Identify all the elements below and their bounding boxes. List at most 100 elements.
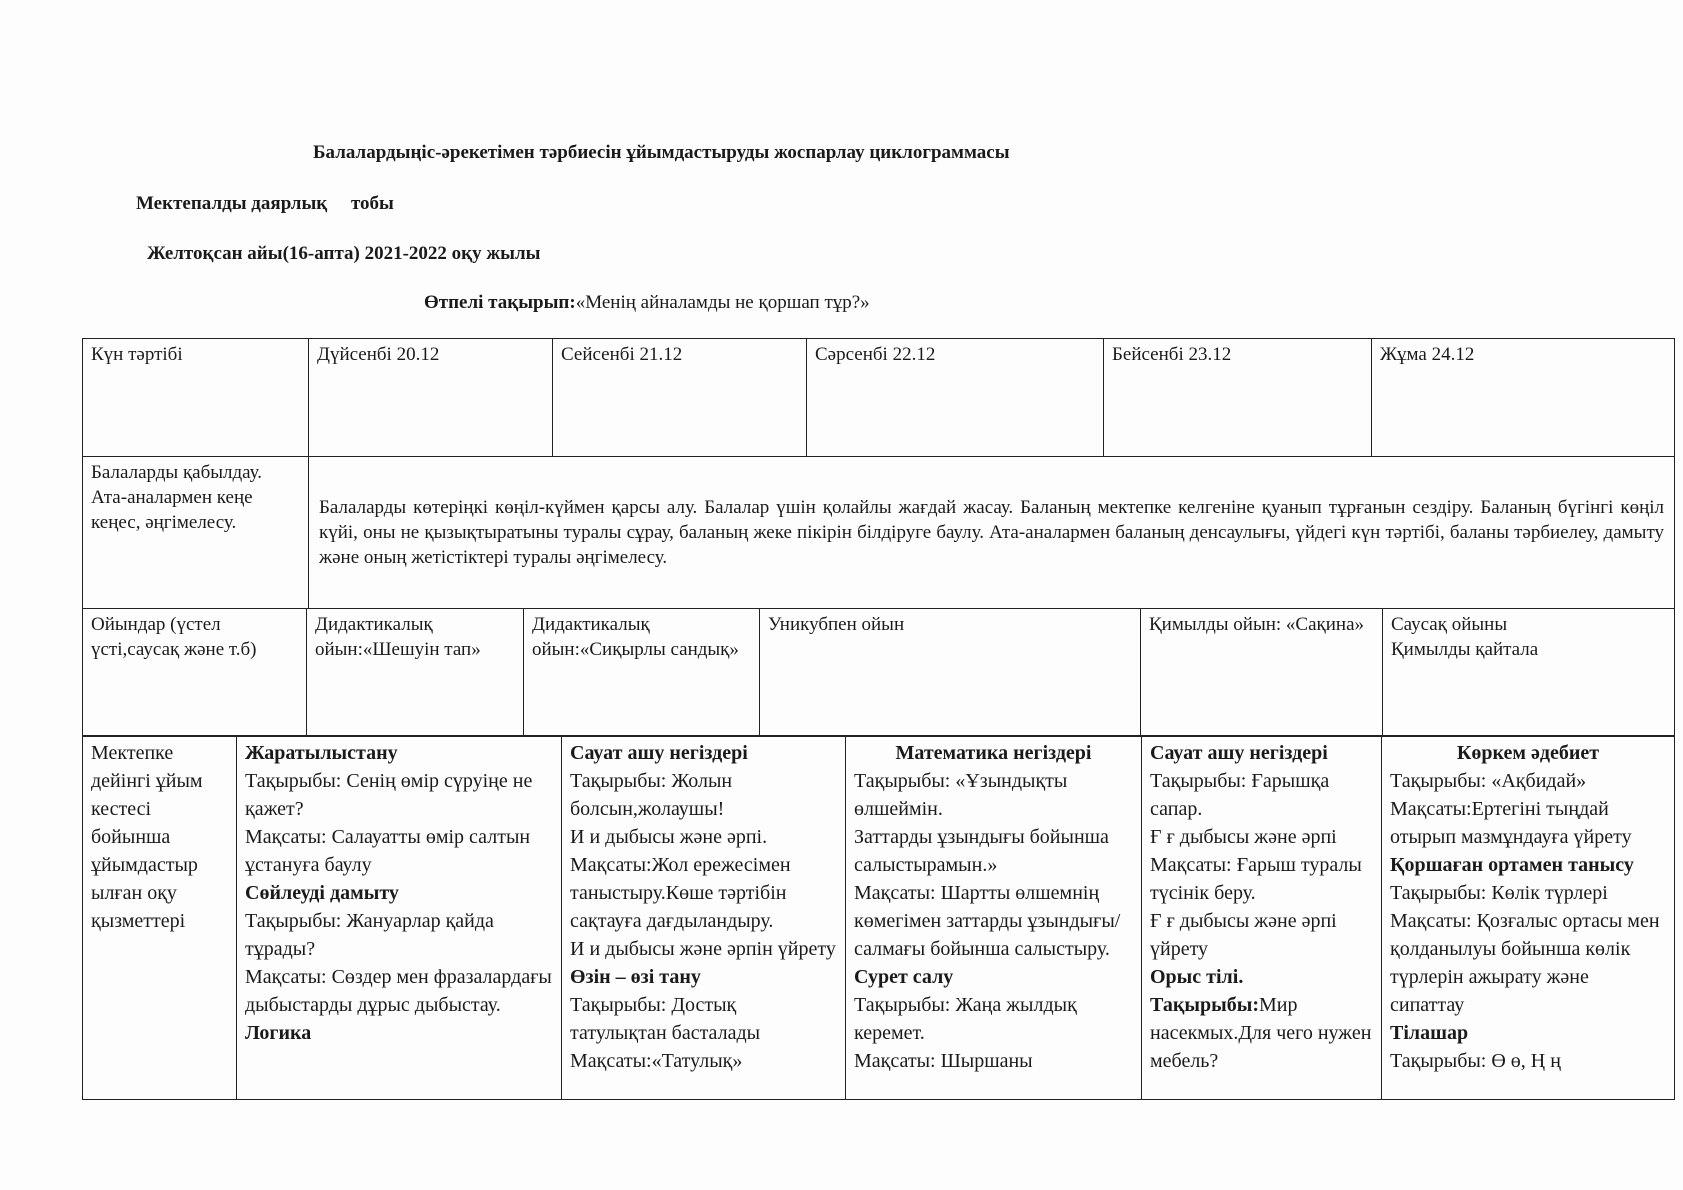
text-line: Тақырыбы: Сенің өмір сүруіңе не қажет?: [245, 767, 553, 823]
text-line: Мақсаты:Жол ережесімен таныстыру.Көше тә…: [570, 851, 837, 935]
subject-line: Тақырыбы:Мир насекмых.Для чего нужен меб…: [1150, 991, 1373, 1075]
text-line: Тақырыбы: Ө ө, Ң ң: [1390, 1047, 1666, 1075]
text-line: Мақсаты: Қозғалыс ортасы мен қолданылуы …: [1390, 907, 1666, 1019]
activity-text: Мақсаты: Шыршаны: [854, 1050, 1033, 1072]
header-cell-wednesday: Сәрсенбі 22.12: [806, 338, 1104, 457]
subject-line: Орыс тілі.: [1150, 963, 1373, 991]
subject-heading: Логика: [245, 1022, 312, 1044]
group-name: Мектепалды даярлық тобы: [136, 193, 394, 214]
text-line: Тақырыбы: Жануарлар қайда тұрады?: [245, 907, 553, 963]
subject-heading: Сауат ашу негіздері: [1150, 742, 1328, 764]
text-line: Заттарды ұзындығы бойынша салыстырамын.»: [854, 823, 1133, 879]
activity-text: Мақсаты:Жол ережесімен таныстыру.Көше тә…: [570, 854, 791, 932]
subject-heading: Қоршаған ортамен танысу: [1390, 854, 1634, 876]
text-line: Мақсаты:«Татулық»: [570, 1047, 837, 1075]
games-row: Ойындар (үстел үсті,саусақ және т.б) Дид…: [82, 608, 1675, 736]
text-line: Мақсаты: Шыршаны: [854, 1047, 1133, 1075]
text-line: Ғ ғ дыбысы және әрпі үйрету: [1150, 907, 1373, 963]
subject-line: Сөйлеуді дамыту: [245, 879, 553, 907]
text-line: Тақырыбы: «Ақбидай»: [1390, 767, 1666, 795]
games-thursday: Қимылды ойын: «Сақина»: [1140, 608, 1383, 736]
activities-tuesday: Сауат ашу негіздері Тақырыбы: Жолын болсы…: [561, 736, 846, 1100]
subject-line: Өзін – өзі тану: [570, 963, 837, 991]
subject-heading: Өзін – өзі тану: [570, 966, 701, 988]
theme-label: Өтпелі тақырып:: [424, 292, 576, 313]
activity-text: Тақырыбы: Достық татулықтан басталады: [570, 994, 761, 1044]
subject-line: Қоршаған ортамен танысу: [1390, 851, 1666, 879]
activity-text: Тақырыбы: Ө ө, Ң ң: [1390, 1050, 1561, 1072]
activity-text: Мақсаты:«Татулық»: [570, 1050, 743, 1072]
schedule-table-top: Күн тәртібі Дүйсенбі 20.12 Сейсенбі 21.1…: [82, 338, 1675, 609]
subject-heading: Орыс тілі.: [1150, 966, 1244, 988]
text-line: Тақырыбы: Көлік түрлері: [1390, 879, 1666, 907]
activities-friday: Көркем әдебиет Тақырыбы: «Ақбидай» Мақсаты…: [1381, 736, 1675, 1100]
theme-line: Өтпелі тақырып:«Менің айналамды не қорша…: [424, 292, 870, 314]
activity-text: Мақсаты: Ғарыш туралы түсінік беру.: [1150, 854, 1362, 904]
activity-text: Ғ ғ дыбысы және әрпі үйрету: [1150, 910, 1337, 960]
subject-heading: Көркем әдебиет: [1456, 742, 1600, 764]
subject-line: Жаратылыстану: [245, 739, 553, 767]
activity-text: Мақсаты: Шартты өлшемнің көмегімен затта…: [854, 882, 1121, 960]
games-friday: Саусақ ойыны Қимылды қайтала: [1382, 608, 1675, 736]
subject-line: Сауат ашу негіздері: [1150, 739, 1373, 767]
header-cell-thursday: Бейсенбі 23.12: [1103, 338, 1372, 457]
text-line: И и дыбысы және әрпін үйрету: [570, 935, 837, 963]
header-row: Күн тәртібі Дүйсенбі 20.12 Сейсенбі 21.1…: [82, 338, 1675, 457]
subject-heading: Сурет салу: [854, 966, 954, 988]
reception-text: Балаларды көтеріңкі көңіл-күймен қарсы а…: [308, 456, 1675, 609]
activity-text: Ғ ғ дыбысы және әрпі: [1150, 826, 1337, 848]
theme-value: «Менің айналамды не қоршап тұр?»: [575, 292, 870, 313]
text-line: Мақсаты:Ертегіні тыңдай отырып мазмұндау…: [1390, 795, 1666, 851]
games-tuesday: Дидактикалық ойын:«Сиқырлы сандық»: [523, 608, 760, 736]
text-line: Тақырыбы: Достық татулықтан басталады: [570, 991, 837, 1047]
subject-line: Сурет салу: [854, 963, 1133, 991]
activity-text: Тақырыбы: Жаңа жылдық керемет.: [854, 994, 1077, 1044]
text-line: Тақырыбы: Жаңа жылдық керемет.: [854, 991, 1133, 1047]
activities-table: Мектепке дейінгі ұйым кестесі бойынша ұй…: [82, 736, 1675, 1100]
activity-text: Заттарды ұзындығы бойынша салыстырамын.»: [854, 826, 1109, 876]
activity-text: Тақырыбы: Сенің өмір сүруіңе не қажет?: [245, 770, 533, 820]
activity-text: Мир насекмых.Для чего нужен мебель?: [1150, 994, 1372, 1072]
activities-label: Мектепке дейінгі ұйым кестесі бойынша ұй…: [82, 736, 237, 1100]
text-line: Тақырыбы: «Ұзындықты өлшеймін.: [854, 767, 1133, 823]
subject-heading: Сөйлеуді дамыту: [245, 882, 399, 904]
text-line: Мақсаты: Ғарыш туралы түсінік беру.: [1150, 851, 1373, 907]
activity-text: Мақсаты: Қозғалыс ортасы мен қолданылуы …: [1390, 910, 1660, 1016]
subject-heading: Тақырыбы:: [1150, 994, 1259, 1016]
text-line: Ғ ғ дыбысы және әрпі: [1150, 823, 1373, 851]
subject-line: Математика негіздері: [854, 739, 1133, 767]
text-line: Мақсаты: Сөздер мен фразалардағы дыбыста…: [245, 963, 553, 1019]
activities-thursday: Сауат ашу негіздері Тақырыбы: Ғарышқа сап…: [1141, 736, 1382, 1100]
header-cell-friday: Жұма 24.12: [1371, 338, 1675, 457]
subject-heading: Жаратылыстану: [245, 742, 398, 764]
games-wednesday: Уникубпен ойын: [759, 608, 1141, 736]
activity-text: Мақсаты: Салауатты өмір салтын ұстануға …: [245, 826, 531, 876]
activity-text: Тақырыбы: Жолын болсын,жолаушы!: [570, 770, 733, 820]
activity-text: Тақырыбы: Көлік түрлері: [1390, 882, 1608, 904]
text-line: Тақырыбы: Ғарышқа сапар.: [1150, 767, 1373, 823]
text-line: Мақсаты: Салауатты өмір салтын ұстануға …: [245, 823, 553, 879]
subject-heading: Математика негіздері: [895, 742, 1092, 764]
subject-line: Тілашар: [1390, 1019, 1666, 1047]
activity-text: Мақсаты:Ертегіні тыңдай отырып мазмұндау…: [1390, 798, 1632, 848]
activity-text: Тақырыбы: «Ақбидай»: [1390, 770, 1587, 792]
text-line: Тақырыбы: Жолын болсын,жолаушы!: [570, 767, 837, 823]
header-cell-routine: Күн тәртібі: [82, 338, 309, 457]
period: Желтоқсан айы(16-апта) 2021-2022 оқу жыл…: [147, 243, 541, 264]
reception-row: Балаларды қабылдау. Ата-аналармен кеңе к…: [82, 456, 1675, 609]
activities-wednesday: Математика негіздері Тақырыбы: «Ұзындықт…: [845, 736, 1142, 1100]
subject-line: Көркем әдебиет: [1390, 739, 1666, 767]
header-cell-tuesday: Сейсенбі 21.12: [552, 338, 807, 457]
activity-text: Мақсаты: Сөздер мен фразалардағы дыбыста…: [245, 966, 552, 1016]
activity-text: И и дыбысы және әрпін үйрету: [570, 938, 836, 960]
document-title: Балалардыңіс-әрекетімен тәрбиесін ұйымда…: [313, 142, 1010, 163]
text-line: И и дыбысы және әрпі.: [570, 823, 837, 851]
activity-text: Тақырыбы: «Ұзындықты өлшеймін.: [854, 770, 1068, 820]
activities-row: Мектепке дейінгі ұйым кестесі бойынша ұй…: [82, 736, 1675, 1100]
subject-heading: Сауат ашу негіздері: [570, 742, 748, 764]
games-monday: Дидактикалық ойын:«Шешуін тап»: [306, 608, 524, 736]
header-cell-monday: Дүйсенбі 20.12: [308, 338, 553, 457]
activity-text: И и дыбысы және әрпі.: [570, 826, 768, 848]
subject-line: Логика: [245, 1019, 553, 1047]
subject-line: Сауат ашу негіздері: [570, 739, 837, 767]
